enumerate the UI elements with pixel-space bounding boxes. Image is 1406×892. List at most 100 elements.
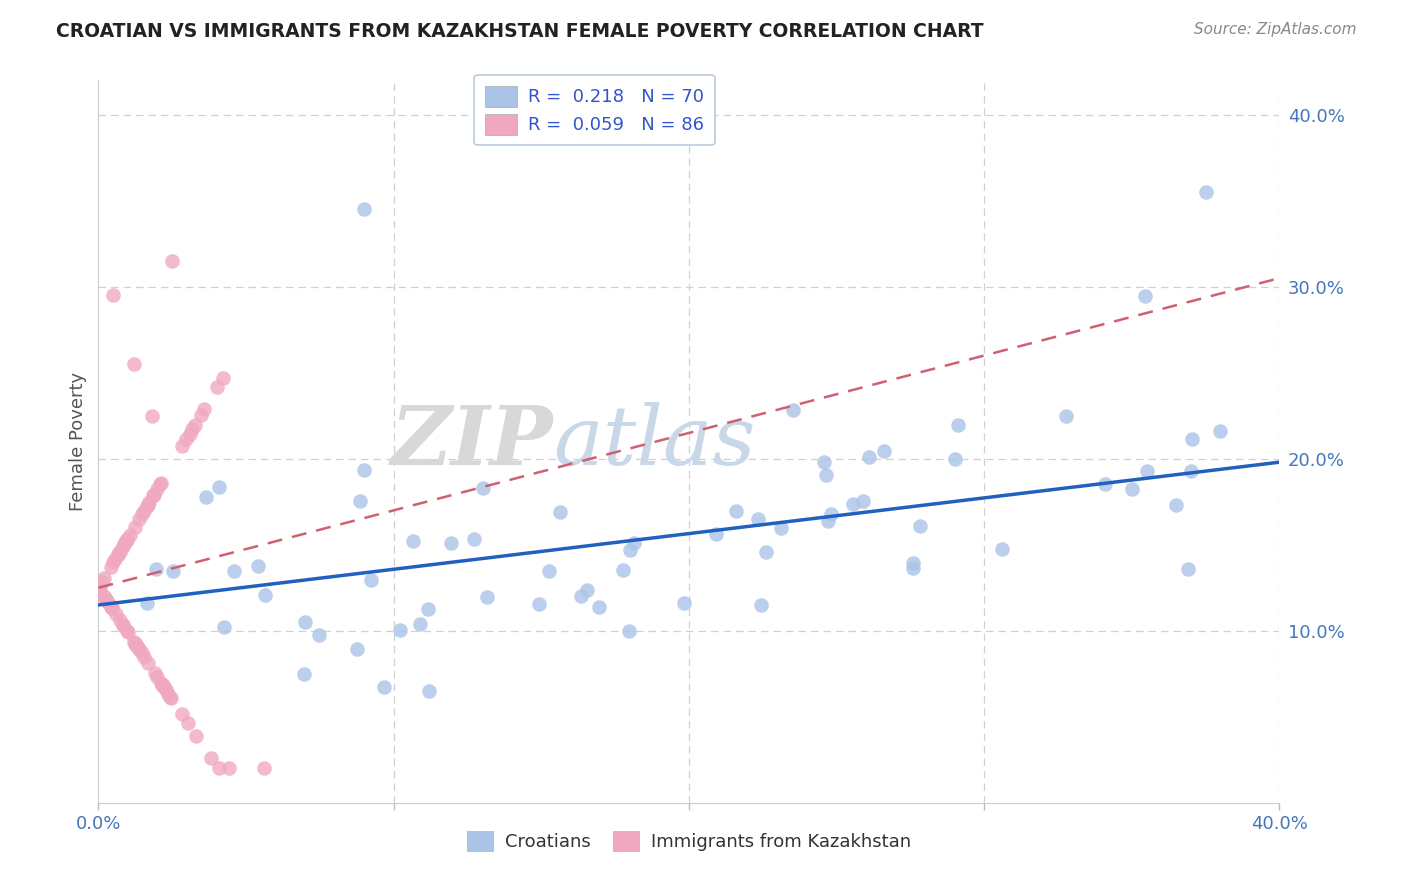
Point [100, 600, 122, 615]
Point [149, 475, 172, 490]
Point [360, 573, 382, 587]
Point [247, 559, 270, 574]
Point [1094, 476, 1116, 491]
Point [858, 450, 880, 465]
Point [353, 463, 375, 477]
Point [141, 409, 163, 423]
Point [200, 750, 222, 764]
Point [146, 670, 169, 684]
Point [117, 532, 139, 546]
Text: ZIP: ZIP [391, 401, 553, 482]
Point [1180, 464, 1202, 478]
Point [253, 761, 276, 775]
Point [1177, 562, 1199, 576]
Point [131, 507, 153, 521]
Point [100, 601, 122, 615]
Point [571, 589, 593, 603]
Point [218, 761, 240, 775]
Point [463, 532, 485, 546]
Point [100, 560, 122, 574]
Point [122, 635, 145, 649]
Point [152, 678, 174, 692]
Point [211, 370, 233, 384]
Point [131, 646, 153, 660]
Point [142, 488, 165, 502]
Point [190, 408, 212, 422]
Point [112, 539, 135, 553]
Point [128, 641, 150, 656]
Point [142, 488, 165, 502]
Point [110, 542, 132, 557]
Point [538, 564, 561, 578]
Point [124, 520, 146, 534]
Point [96, 594, 118, 608]
Point [135, 499, 157, 513]
Point [153, 681, 176, 695]
Legend: Croatians, Immigrants from Kazakhstan: Croatians, Immigrants from Kazakhstan [460, 823, 918, 859]
Point [138, 495, 160, 509]
Point [943, 452, 966, 467]
Point [184, 729, 207, 743]
Point [124, 636, 146, 650]
Point [1209, 425, 1232, 439]
Point [149, 476, 172, 491]
Point [183, 418, 205, 433]
Point [146, 482, 169, 496]
Point [527, 597, 550, 611]
Point [114, 535, 136, 549]
Point [1133, 289, 1156, 303]
Point [87, 581, 110, 595]
Point [588, 599, 610, 614]
Point [782, 403, 804, 417]
Point [1181, 432, 1204, 446]
Y-axis label: Female Poverty: Female Poverty [69, 372, 87, 511]
Point [903, 561, 925, 575]
Text: Source: ZipAtlas.com: Source: ZipAtlas.com [1194, 22, 1357, 37]
Point [125, 639, 148, 653]
Point [946, 417, 969, 432]
Point [115, 624, 138, 638]
Point [813, 455, 835, 469]
Point [873, 443, 896, 458]
Point [159, 690, 181, 704]
Point [128, 641, 150, 656]
Point [814, 467, 837, 482]
Point [472, 481, 495, 495]
Point [103, 288, 125, 302]
Point [94, 591, 117, 605]
Point [1136, 464, 1159, 478]
Point [162, 253, 183, 268]
Point [349, 494, 371, 508]
Point [852, 493, 875, 508]
Point [170, 706, 193, 721]
Point [208, 761, 231, 775]
Point [96, 594, 118, 608]
Point [134, 503, 156, 517]
Point [108, 613, 131, 627]
Point [623, 536, 645, 550]
Point [100, 600, 122, 615]
Point [373, 680, 395, 694]
Point [353, 202, 375, 217]
Point [152, 678, 174, 692]
Point [174, 433, 197, 447]
Point [418, 684, 440, 698]
Point [440, 536, 463, 550]
Point [1121, 482, 1143, 496]
Point [576, 583, 599, 598]
Point [181, 422, 204, 436]
Point [155, 683, 177, 698]
Point [409, 617, 432, 632]
Point [89, 582, 111, 597]
Point [619, 624, 641, 639]
Point [115, 533, 138, 547]
Point [402, 533, 425, 548]
Point [117, 624, 139, 639]
Point [820, 507, 842, 521]
Point [157, 687, 180, 701]
Point [612, 563, 634, 577]
Point [107, 547, 129, 561]
Point [162, 564, 184, 578]
Point [294, 615, 316, 629]
Text: CROATIAN VS IMMIGRANTS FROM KAZAKHSTAN FEMALE POVERTY CORRELATION CHART: CROATIAN VS IMMIGRANTS FROM KAZAKHSTAN F… [56, 22, 984, 41]
